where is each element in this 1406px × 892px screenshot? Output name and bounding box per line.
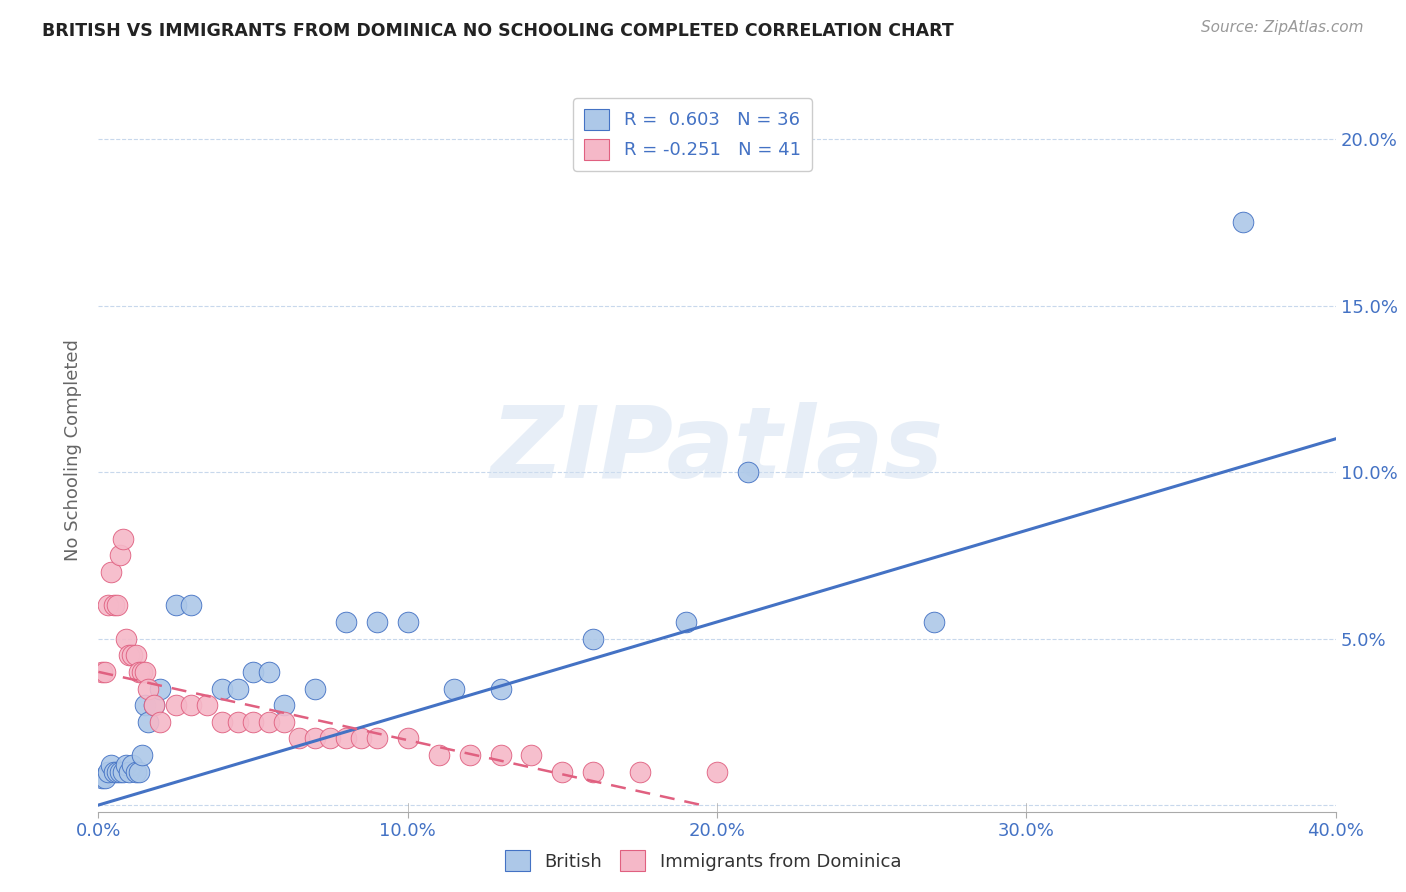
Point xyxy=(108,549,131,563)
Point xyxy=(143,698,166,713)
Point xyxy=(112,532,135,546)
Point xyxy=(396,731,419,746)
Point xyxy=(131,665,153,679)
Point xyxy=(226,714,249,729)
Point xyxy=(93,665,115,679)
Point xyxy=(105,764,128,779)
Point xyxy=(134,698,156,713)
Point xyxy=(121,758,143,772)
Point xyxy=(273,714,295,729)
Point xyxy=(1232,215,1254,229)
Point xyxy=(551,764,574,779)
Point xyxy=(489,681,512,696)
Point xyxy=(180,599,202,613)
Point xyxy=(443,681,465,696)
Point xyxy=(136,714,159,729)
Point xyxy=(124,648,146,663)
Point xyxy=(304,731,326,746)
Point xyxy=(396,615,419,629)
Point xyxy=(211,714,233,729)
Point xyxy=(90,772,112,786)
Point xyxy=(366,731,388,746)
Point xyxy=(93,772,115,786)
Point xyxy=(273,698,295,713)
Point xyxy=(706,764,728,779)
Point xyxy=(143,698,166,713)
Point xyxy=(90,665,112,679)
Point xyxy=(165,698,187,713)
Point xyxy=(628,764,651,779)
Point xyxy=(165,599,187,613)
Text: Source: ZipAtlas.com: Source: ZipAtlas.com xyxy=(1201,20,1364,35)
Point xyxy=(149,681,172,696)
Legend: British, Immigrants from Dominica: British, Immigrants from Dominica xyxy=(498,843,908,879)
Point xyxy=(103,599,125,613)
Point xyxy=(257,665,280,679)
Point xyxy=(304,681,326,696)
Point xyxy=(97,599,120,613)
Point xyxy=(211,681,233,696)
Point xyxy=(922,615,945,629)
Point xyxy=(100,758,122,772)
Point xyxy=(737,465,759,479)
Point xyxy=(131,748,153,763)
Point xyxy=(257,714,280,729)
Point xyxy=(582,632,605,646)
Point xyxy=(128,665,150,679)
Point xyxy=(242,714,264,729)
Point xyxy=(582,764,605,779)
Point xyxy=(366,615,388,629)
Point xyxy=(128,764,150,779)
Point xyxy=(115,758,138,772)
Point xyxy=(103,764,125,779)
Point xyxy=(242,665,264,679)
Point xyxy=(97,764,120,779)
Point xyxy=(520,748,543,763)
Point xyxy=(118,648,141,663)
Point xyxy=(427,748,450,763)
Point xyxy=(226,681,249,696)
Point xyxy=(149,714,172,729)
Point xyxy=(112,764,135,779)
Point xyxy=(180,698,202,713)
Point xyxy=(134,665,156,679)
Point xyxy=(319,731,342,746)
Point xyxy=(675,615,697,629)
Point xyxy=(100,565,122,579)
Point xyxy=(195,698,218,713)
Point xyxy=(121,648,143,663)
Point xyxy=(458,748,481,763)
Point xyxy=(118,764,141,779)
Point xyxy=(108,764,131,779)
Point xyxy=(136,681,159,696)
Point xyxy=(335,615,357,629)
Legend: R =  0.603   N = 36, R = -0.251   N = 41: R = 0.603 N = 36, R = -0.251 N = 41 xyxy=(574,98,811,170)
Text: BRITISH VS IMMIGRANTS FROM DOMINICA NO SCHOOLING COMPLETED CORRELATION CHART: BRITISH VS IMMIGRANTS FROM DOMINICA NO S… xyxy=(42,22,953,40)
Point xyxy=(288,731,311,746)
Point xyxy=(350,731,373,746)
Point xyxy=(124,764,146,779)
Y-axis label: No Schooling Completed: No Schooling Completed xyxy=(65,340,83,561)
Point xyxy=(115,632,138,646)
Point xyxy=(489,748,512,763)
Point xyxy=(335,731,357,746)
Point xyxy=(105,599,128,613)
Text: ZIPatlas: ZIPatlas xyxy=(491,402,943,499)
